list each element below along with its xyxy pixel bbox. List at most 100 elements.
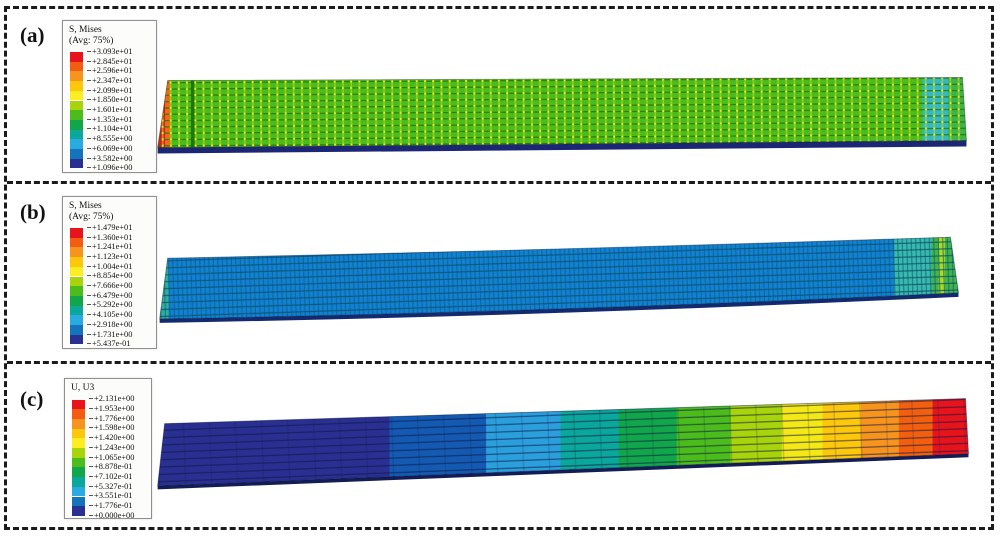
legend-title: S, Mises <box>69 25 102 35</box>
mesh-overlay <box>157 77 967 148</box>
legend-color-swatch <box>70 334 83 345</box>
legend-tick-value: +4.105e+00 <box>87 310 132 320</box>
legend-color-swatch <box>70 129 83 140</box>
legend-tick-value: +2.596e+01 <box>87 67 132 76</box>
beam-top-surface <box>159 237 959 319</box>
legend-tick-value: +7.102e-01 <box>89 472 132 482</box>
beam-canvas-a <box>157 77 967 154</box>
legend-tick-value: +6.479e+00 <box>87 291 132 301</box>
beam-outline <box>157 77 967 148</box>
legend-box-b: S, Mises (Avg: 75%) +1.479e+01 +1.360e+01… <box>62 196 157 349</box>
legend-color-swatch <box>72 418 85 429</box>
legend-tick-value: +2.347e+01 <box>87 76 132 86</box>
legend-tick-value: +5.437e-01 <box>87 340 130 349</box>
legend-color-swatch <box>72 428 85 439</box>
legend-tick-value: +2.845e+01 <box>87 57 132 67</box>
legend-color-swatch <box>72 438 85 448</box>
legend-tick-value: +6.069e+00 <box>87 144 132 154</box>
legend-color-swatch <box>70 276 83 287</box>
beam-side-face <box>159 292 959 323</box>
legend-color-swatch <box>70 305 83 316</box>
legend-tick-value: +1.360e+01 <box>87 233 132 243</box>
legend-title: U, U3 <box>71 383 95 393</box>
legend-color-swatch <box>70 52 83 62</box>
legend-tick-value: +1.104e+01 <box>87 125 132 134</box>
legend-tick-value: +1.004e+01 <box>87 262 132 272</box>
beam-side-face <box>157 453 969 490</box>
beam-outline <box>159 236 959 320</box>
mesh-overlay <box>157 398 969 486</box>
legend-tick-value: +2.131e+00 <box>89 395 134 404</box>
legend-color-scale: +1.479e+01 +1.360e+01 +1.241e+01 +1.123e+01… <box>63 223 156 350</box>
legend-subtitle: (Avg: 75%) <box>69 35 114 46</box>
legend-color-swatch <box>70 257 83 267</box>
legend-color-swatch <box>72 496 85 507</box>
beam-canvas-c <box>157 398 969 490</box>
legend-tick-value: +3.093e+01 <box>87 47 132 57</box>
legend-tick-value: +1.776e+00 <box>89 414 134 424</box>
legend-tick-value: +1.420e+00 <box>89 433 134 443</box>
legend-color-swatch <box>70 247 83 258</box>
panel-a: (a) S, Mises (Avg: 75%) +3.093e+01 +2.845… <box>7 9 991 181</box>
legend-tick-value: +8.555e+00 <box>87 134 132 144</box>
panel-c: (c) U, U3 +2.131e+00 +1.953e+00 +1.776e+00… <box>7 361 991 526</box>
legend-color-swatch <box>72 467 85 478</box>
legend-color-scale: +2.131e+00 +1.953e+00 +1.776e+00 +1.598e+00… <box>65 395 151 522</box>
legend-tick-value: +1.065e+00 <box>89 453 134 463</box>
legend-tick-value: +1.953e+00 <box>89 404 134 414</box>
legend-color-swatch <box>72 409 85 419</box>
beam-canvas-b <box>159 236 959 323</box>
figure-frame: (a) S, Mises (Avg: 75%) +3.093e+01 +2.845… <box>4 6 994 530</box>
legend-color-swatch <box>70 228 83 238</box>
legend-color-swatch <box>72 399 85 410</box>
legend-tick-value: +1.731e+00 <box>87 330 132 340</box>
legend-tick-value: +1.123e+01 <box>87 252 132 262</box>
legend-color-swatch <box>70 110 83 120</box>
legend-tick-value: +1.241e+01 <box>87 243 132 252</box>
legend-tick-value: +5.327e-01 <box>89 482 132 492</box>
legend-color-swatch <box>70 266 83 277</box>
legend-tick-value: +0.000e+00 <box>89 511 134 521</box>
legend-tick-value: +8.878e-01 <box>89 463 132 472</box>
legend-color-swatch <box>72 477 85 487</box>
mesh-overlay <box>159 237 959 319</box>
panel-label-b: (b) <box>20 200 46 224</box>
beam-side-face <box>157 140 967 154</box>
legend-color-swatch <box>70 158 83 169</box>
legend-tick-value: +1.850e+01 <box>87 96 132 105</box>
legend-color-swatch <box>70 100 83 111</box>
legend-color-swatch <box>70 295 83 306</box>
legend-color-swatch <box>72 457 85 468</box>
legend-color-swatch <box>70 315 83 325</box>
legend-color-swatch <box>72 506 85 516</box>
legend-tick-value: +5.292e+00 <box>87 301 132 310</box>
legend-color-swatch <box>70 71 83 82</box>
panel-label-c: (c) <box>20 387 44 411</box>
panel-label-a: (a) <box>20 23 45 47</box>
legend-tick-value: +1.096e+00 <box>87 164 132 173</box>
legend-tick-value: +1.479e+01 <box>87 223 132 233</box>
legend-tick-value: +7.666e+00 <box>87 281 132 291</box>
legend-tick-value: +1.243e+00 <box>89 443 134 453</box>
legend-color-swatch <box>70 325 83 335</box>
beam-top-surface <box>157 77 967 148</box>
legend-title: S, Mises <box>69 201 102 211</box>
legend-color-swatch <box>72 448 85 458</box>
panel-b: (b) S, Mises (Avg: 75%) +1.479e+01 +1.360… <box>7 181 991 361</box>
legend-color-swatch <box>70 81 83 91</box>
legend-color-swatch <box>72 486 85 497</box>
legend-color-swatch <box>70 237 83 248</box>
legend-box-a: S, Mises (Avg: 75%) +3.093e+01 +2.845e+01… <box>62 20 157 173</box>
legend-tick-value: +1.601e+01 <box>87 105 132 115</box>
legend-tick-value: +2.918e+00 <box>87 320 132 330</box>
legend-tick-value: +3.582e+00 <box>87 154 132 164</box>
legend-color-swatch <box>70 61 83 72</box>
legend-color-swatch <box>70 149 83 159</box>
legend-tick-value: +3.551e-01 <box>89 492 132 501</box>
beam-top-surface <box>157 398 969 486</box>
legend-tick-value: +2.099e+01 <box>87 86 132 96</box>
legend-tick-value: +1.776e-01 <box>89 501 132 511</box>
legend-tick-value: +1.598e+00 <box>89 424 134 433</box>
beam-outline <box>157 398 969 487</box>
legend-tick-value: +8.854e+00 <box>87 272 132 281</box>
